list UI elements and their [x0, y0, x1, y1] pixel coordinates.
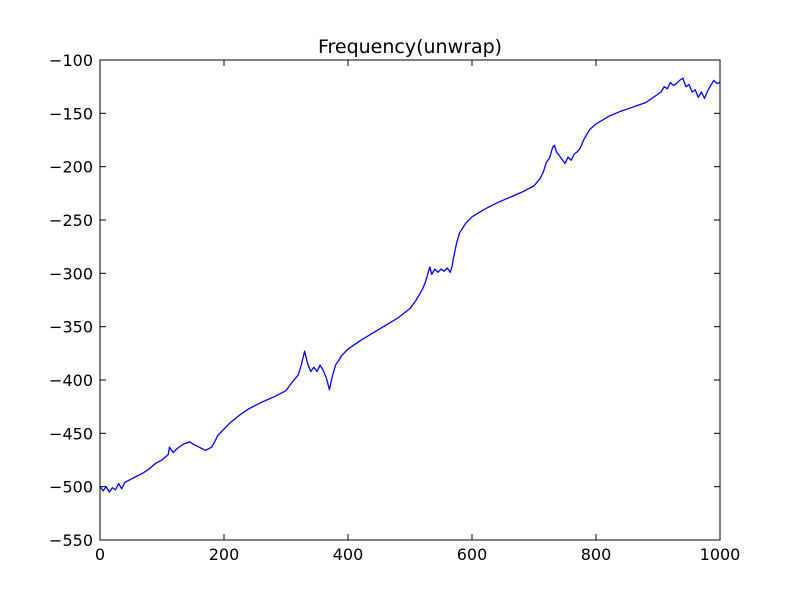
x-tick-label: 0: [95, 545, 105, 564]
x-tick-label: 800: [581, 545, 612, 564]
y-tick-label: −100: [49, 51, 93, 70]
series-line-0: [99, 77, 721, 493]
y-tick-label: −250: [49, 211, 93, 230]
x-tick-label: 200: [209, 545, 240, 564]
y-tick-label: −350: [49, 318, 93, 337]
y-tick-label: −550: [49, 531, 93, 550]
y-tick-label: −300: [49, 264, 93, 283]
x-tick-label: 400: [333, 545, 364, 564]
y-tick-label: −500: [49, 478, 93, 497]
y-tick-label: −150: [49, 104, 93, 123]
chart-title: Frequency(unwrap): [318, 36, 502, 58]
y-tick-label: −450: [49, 424, 93, 443]
plot-area: 0 200 400 600 800 1000 −100 −150 −200 −250 −300 −35…: [49, 51, 740, 564]
x-tick-label: 1000: [700, 545, 741, 564]
y-tick-label: −400: [49, 371, 93, 390]
axes-frame: [99, 59, 721, 541]
x-tick-label: 600: [457, 545, 488, 564]
y-tick-label: −200: [49, 158, 93, 177]
